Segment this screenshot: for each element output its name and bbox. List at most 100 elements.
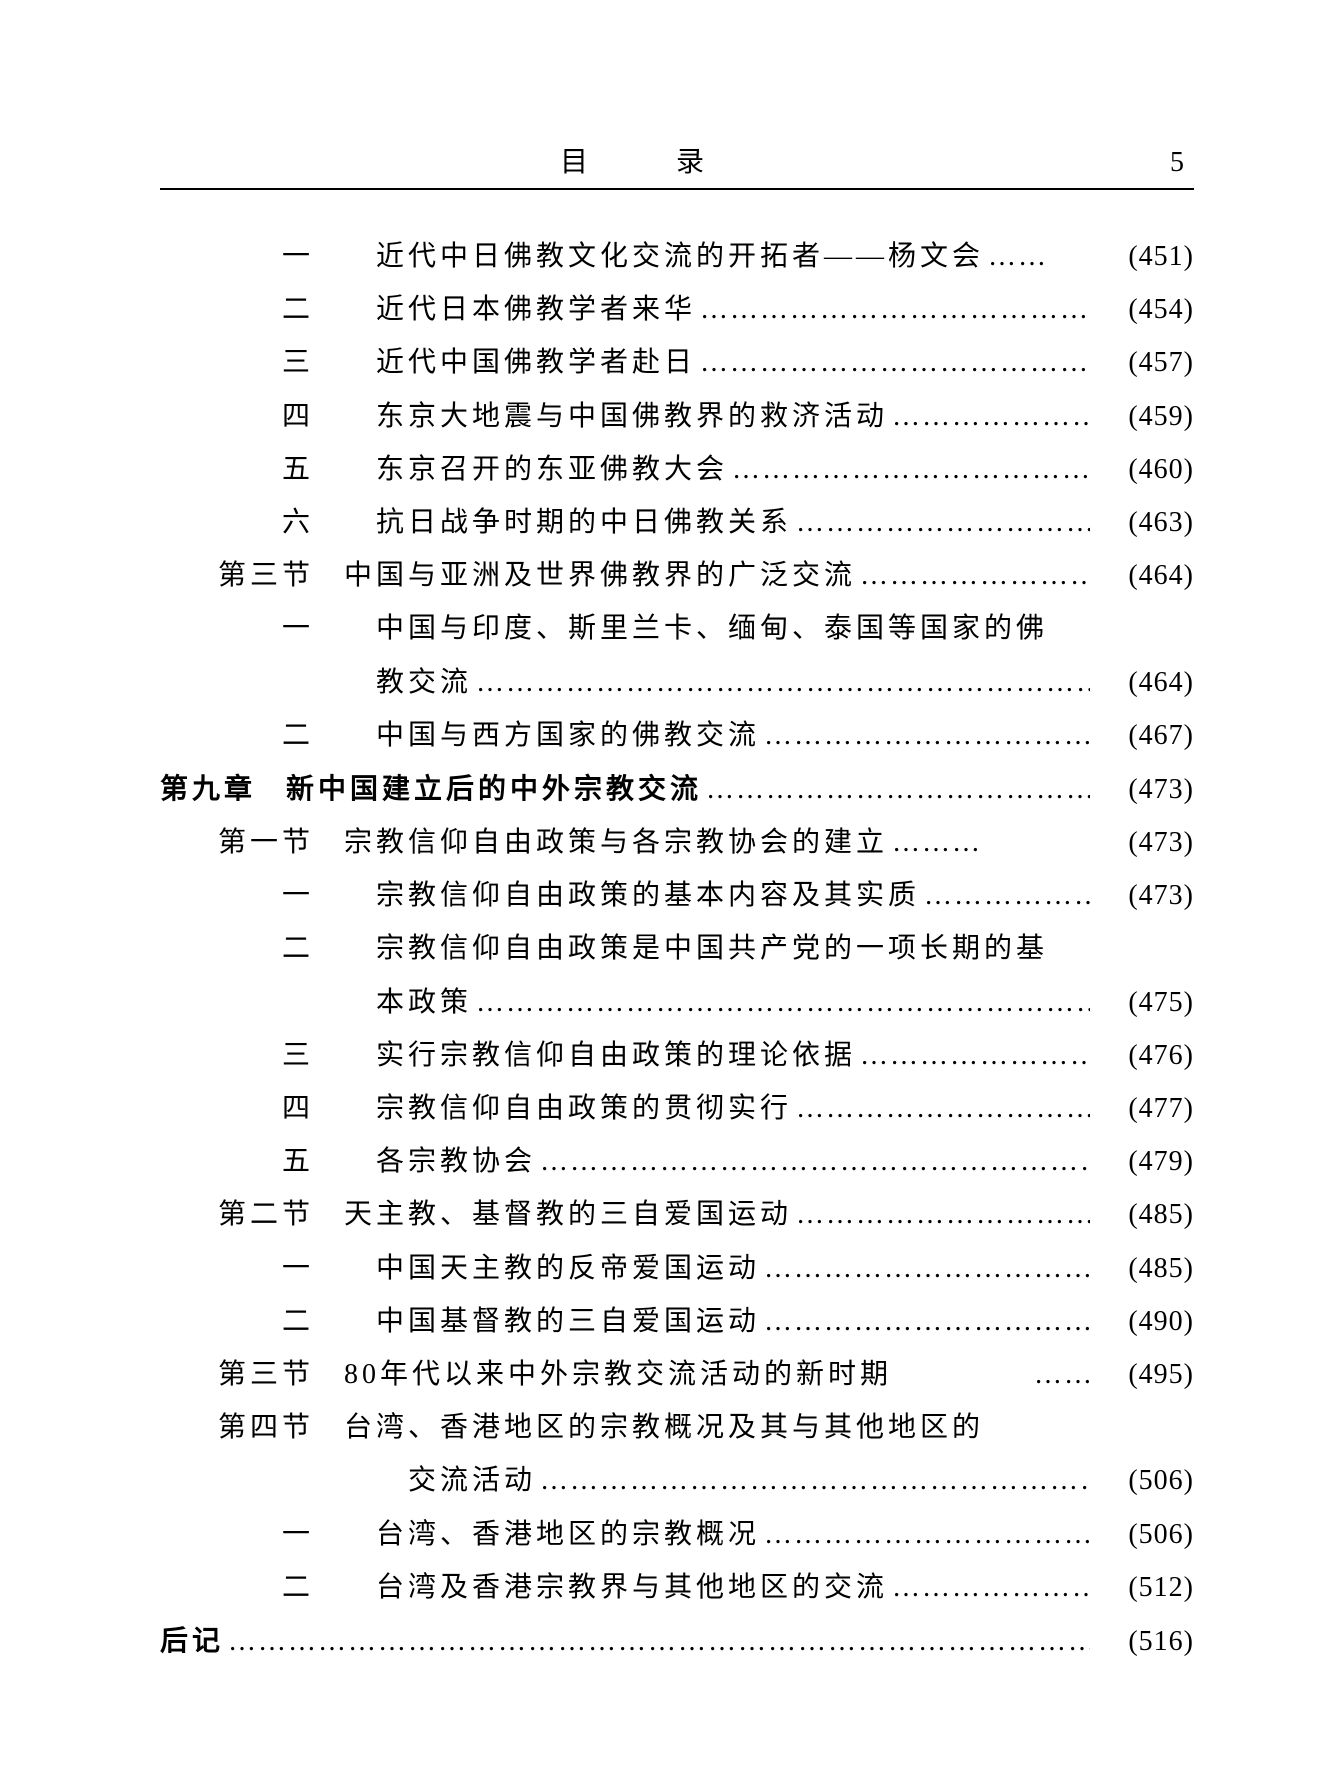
- entry-page: (506): [1094, 1454, 1194, 1507]
- entry-marker: 一: [282, 602, 376, 655]
- entry-text: 80年代以来中外宗教交流活动的新时期: [344, 1348, 892, 1401]
- entry-marker: 六: [282, 496, 376, 549]
- toc-entry: 二中国与西方国家的佛教交流 (467): [160, 709, 1194, 762]
- entry-marker: 五: [282, 443, 376, 496]
- entry-text: 近代中日佛教文化交流的开拓者——杨文会: [376, 230, 984, 283]
- leader-dots: [860, 1029, 1090, 1082]
- toc-entry: 一中国天主教的反帝爱国运动(485): [160, 1242, 1194, 1295]
- toc-entry: 一中国与印度、斯里兰卡、缅甸、泰国等国家的佛: [160, 602, 1194, 655]
- leader-dots: [988, 230, 1090, 283]
- entry-marker: 四: [282, 1082, 376, 1135]
- toc-entry: 二宗教信仰自由政策是中国共产党的一项长期的基: [160, 922, 1194, 975]
- entry-text: 宗教信仰自由政策与各宗教协会的建立: [344, 816, 888, 869]
- toc-entry: 第一节宗教信仰自由政策与各宗教协会的建立 (473): [160, 816, 1194, 869]
- entry-text: 东京大地震与中国佛教界的救济活动: [376, 390, 888, 443]
- entry-marker: 二: [282, 1561, 376, 1614]
- entry-page: (467): [1094, 709, 1194, 762]
- entry-page: (454): [1094, 283, 1194, 336]
- entry-page: (495): [1094, 1348, 1194, 1401]
- entry-text: 天主教、基督教的三自爱国运动: [344, 1188, 792, 1241]
- entry-marker: 二: [282, 1295, 376, 1348]
- entry-text: 交流活动: [408, 1454, 536, 1507]
- entry-text: 近代中国佛教学者赴日: [376, 336, 696, 389]
- entry-page: (516): [1094, 1615, 1194, 1668]
- toc-entry: 五各宗教协会 (479): [160, 1135, 1194, 1188]
- toc-entry: 二近代日本佛教学者来华(454): [160, 283, 1194, 336]
- entry-page: (459): [1094, 390, 1194, 443]
- entry-text: 中国与印度、斯里兰卡、缅甸、泰国等国家的佛: [376, 602, 1048, 655]
- leader-dots: [764, 1295, 1090, 1348]
- toc-entry: 四宗教信仰自由政策的贯彻实行(477): [160, 1082, 1194, 1135]
- entry-page: (464): [1094, 656, 1194, 709]
- leader-dots: [924, 869, 1090, 922]
- entry-page: (460): [1094, 443, 1194, 496]
- leader-dots: [700, 336, 1090, 389]
- entry-text: 宗教信仰自由政策的基本内容及其实质: [376, 869, 920, 922]
- entry-page: (464): [1094, 549, 1194, 602]
- leader-dots: ……: [892, 1348, 1094, 1401]
- toc-entry: 一台湾、香港地区的宗教概况 (506): [160, 1508, 1194, 1561]
- entry-marker: 三: [282, 336, 376, 389]
- toc-entry: 二台湾及香港宗教界与其他地区的交流 (512): [160, 1561, 1194, 1614]
- entry-marker: 一: [282, 1508, 376, 1561]
- leader-dots: [764, 1242, 1090, 1295]
- header-divider: [160, 188, 1194, 190]
- entry-page: (485): [1094, 1188, 1194, 1241]
- entry-page: (479): [1094, 1135, 1194, 1188]
- entry-text: 台湾、香港地区的宗教概况及其与其他地区的: [344, 1401, 984, 1454]
- leader-dots: [476, 976, 1090, 1029]
- entry-page: (475): [1094, 976, 1194, 1029]
- entry-page: (512): [1094, 1561, 1194, 1614]
- entry-text: 新中国建立后的中外宗教交流: [286, 762, 702, 815]
- entry-page: (477): [1094, 1082, 1194, 1135]
- entry-page: (473): [1094, 763, 1194, 816]
- entry-marker: 第九章: [160, 762, 286, 815]
- entry-page: (473): [1094, 816, 1194, 869]
- entry-text: 中国天主教的反帝爱国运动: [376, 1242, 760, 1295]
- entry-text: 台湾及香港宗教界与其他地区的交流: [376, 1561, 888, 1614]
- entry-text: 中国与西方国家的佛教交流: [376, 709, 760, 762]
- entry-page: (463): [1094, 496, 1194, 549]
- leader-dots: [706, 763, 1090, 816]
- entry-marker: 一: [282, 1242, 376, 1295]
- leader-dots: [892, 1561, 1090, 1614]
- leader-dots: [228, 1615, 1090, 1668]
- entry-page: (490): [1094, 1295, 1194, 1348]
- toc-entry: 第二节天主教、基督教的三自爱国运动 (485): [160, 1188, 1194, 1241]
- entry-page: (473): [1094, 869, 1194, 922]
- toc-entry: 一宗教信仰自由政策的基本内容及其实质(473): [160, 869, 1194, 922]
- toc-entry: 第三节80年代以来中外宗教交流活动的新时期……(495): [160, 1348, 1194, 1401]
- entry-marker: 二: [282, 922, 376, 975]
- toc-entry: 交流活动 (506): [160, 1454, 1194, 1507]
- toc-entry: 六抗日战争时期的中日佛教关系 (463): [160, 496, 1194, 549]
- toc-entry: 本政策(475): [160, 976, 1194, 1029]
- entry-page: (476): [1094, 1029, 1194, 1082]
- entry-text: 东京召开的东亚佛教大会: [376, 443, 728, 496]
- header-title: 目 录: [170, 140, 1124, 180]
- leader-dots: [764, 1508, 1090, 1561]
- leader-dots: [540, 1135, 1090, 1188]
- leader-dots: [892, 390, 1090, 443]
- entry-page: (457): [1094, 336, 1194, 389]
- toc-entry: 教交流(464): [160, 656, 1194, 709]
- toc-entry: 五东京召开的东亚佛教大会 (460): [160, 443, 1194, 496]
- toc-entry: 四东京大地震与中国佛教界的救济活动(459): [160, 390, 1194, 443]
- toc-entry: 二中国基督教的三自爱国运动 (490): [160, 1295, 1194, 1348]
- leader-dots: [796, 496, 1090, 549]
- leader-dots: [540, 1454, 1090, 1507]
- entry-marker: 第三节: [218, 1348, 344, 1401]
- entry-page: (506): [1094, 1508, 1194, 1561]
- entry-marker: 第二节: [218, 1188, 344, 1241]
- leader-dots: [732, 443, 1090, 496]
- entry-marker: 第一节: [218, 816, 344, 869]
- leader-dots: [796, 1082, 1090, 1135]
- entry-text: 中国基督教的三自爱国运动: [376, 1295, 760, 1348]
- entry-marker: 二: [282, 709, 376, 762]
- entry-text: 宗教信仰自由政策是中国共产党的一项长期的基: [376, 922, 1048, 975]
- entry-marker: 五: [282, 1135, 376, 1188]
- entry-text: 台湾、香港地区的宗教概况: [376, 1508, 760, 1561]
- entry-text: 抗日战争时期的中日佛教关系: [376, 496, 792, 549]
- entry-marker: 一: [282, 230, 376, 283]
- entry-text: 实行宗教信仰自由政策的理论依据: [376, 1029, 856, 1082]
- entry-text: 各宗教协会: [376, 1135, 536, 1188]
